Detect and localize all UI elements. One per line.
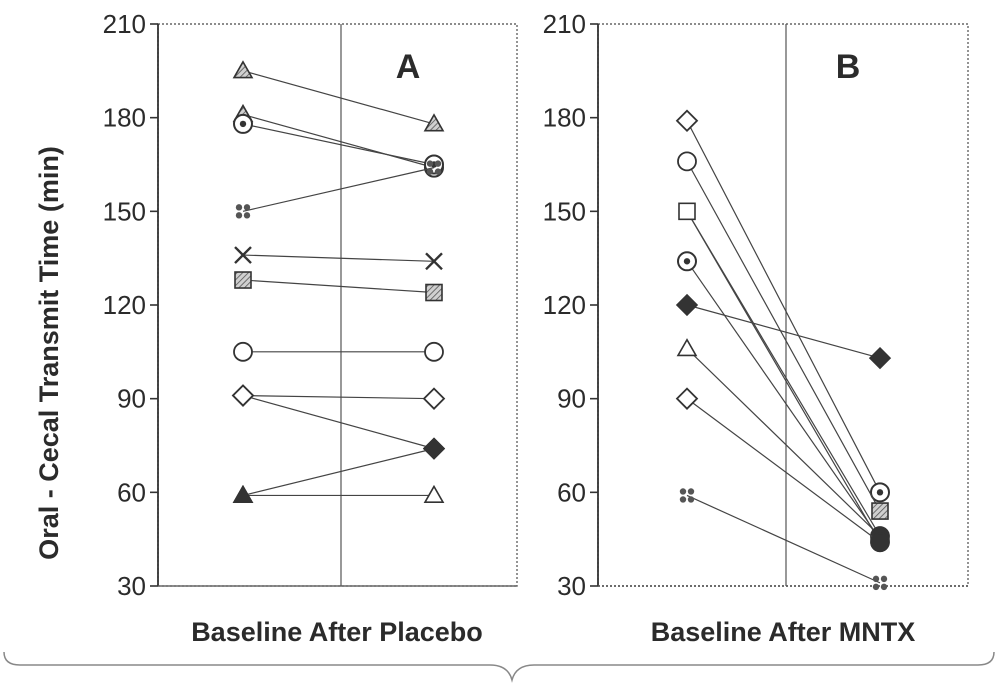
series-point-after [425,283,443,302]
series-point-baseline [675,109,699,133]
y-tick-label: 180 [103,103,146,133]
x-axis-category-label: Baseline After MNTX [651,617,916,647]
series-line [242,279,435,294]
series-point-baseline [677,151,697,172]
series-point-baseline [234,271,252,289]
series-line [242,448,435,497]
series-line [242,167,435,212]
series-point-after [870,482,890,503]
y-tick-label: 210 [103,9,146,39]
series-point-after [426,160,442,175]
series-line [686,211,881,543]
series-line [242,394,435,450]
y-tick-label: 60 [557,477,586,507]
panel-label: A [396,48,421,86]
x-axis-category-label: Baseline After Placebo [191,617,483,647]
plot-frame [157,23,518,587]
series-point-after [870,532,890,553]
series-point-after [422,437,446,460]
series-point-after [423,484,445,504]
series-line [242,394,435,400]
y-tick-label: 150 [103,196,146,226]
series-point-baseline [234,246,252,264]
series-line [686,398,881,543]
series-line [242,70,435,125]
y-tick-label: 60 [117,477,146,507]
panel-a: 30 60 90 120 150 180 210 A Baseline After Placeb… [103,9,518,647]
series-point-baseline [679,488,695,503]
series-line [686,494,881,584]
y-tick-label: 180 [543,103,586,133]
y-tick-label: 120 [543,290,586,320]
y-tick-label: 30 [557,571,586,601]
y-axis-label: Oral - Cecal Transmit Time (min) [34,146,64,560]
grouping-brace [3,651,995,683]
y-tick-label: 90 [117,384,146,414]
series-line [686,260,881,540]
series-line [686,348,881,537]
panel-label: B [836,48,861,86]
series-point-after [425,252,443,271]
series-line [242,113,435,169]
panel-b: 30 60 90 120 150 180 210 B Baseline After MNTX [543,9,969,647]
series-point-after [424,341,444,362]
y-tick-label: 210 [543,9,586,39]
y-tick-label: 30 [117,571,146,601]
y-tick-label: 150 [543,196,586,226]
series-point-baseline [675,293,699,317]
series-point-after [868,346,892,370]
series-point-after [422,387,446,410]
series-line [686,161,881,512]
series-point-after [423,113,445,132]
y-tick-label: 90 [557,384,586,414]
series-point-after [872,575,888,591]
series-point-baseline [232,60,254,79]
series-line [686,304,881,359]
series-point-baseline [235,204,251,219]
series-point-baseline [233,341,253,362]
series-point-baseline [677,251,697,272]
series-line [242,123,435,166]
series-point-baseline [233,113,253,134]
series-point-baseline [232,484,254,504]
series-line [242,254,435,262]
series-point-baseline [678,202,696,221]
y-tick-label: 120 [103,290,146,320]
series-line [686,120,881,493]
series-point-after [871,502,889,520]
series-point-baseline [231,384,255,407]
series-point-baseline [676,338,698,357]
series-point-baseline [675,387,699,410]
